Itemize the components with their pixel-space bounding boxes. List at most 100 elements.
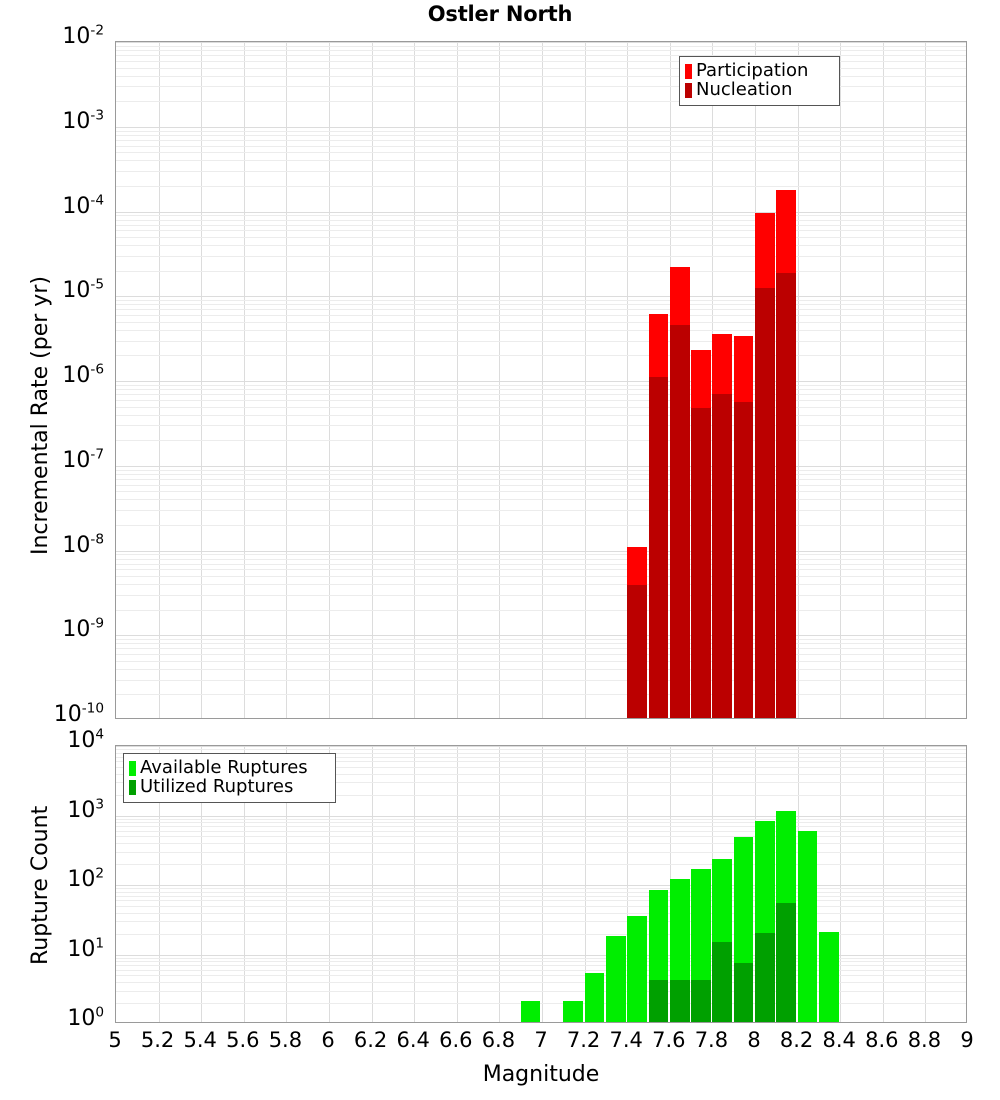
bar-utilized-ruptures (755, 933, 775, 1022)
gridline-horizontal-minor (116, 554, 966, 555)
y-axis-tick: 103 (0, 796, 112, 823)
y-axis-tick-label: 10-6 (62, 361, 104, 388)
gridline-horizontal-minor (116, 975, 966, 976)
gridline-vertical (840, 746, 841, 1022)
gridline-horizontal-minor (116, 991, 966, 992)
gridline-horizontal-minor (116, 643, 966, 644)
gridline-horizontal-minor (116, 474, 966, 475)
gridline-horizontal-major (116, 212, 966, 213)
gridline-horizontal-minor (116, 135, 966, 136)
y-axis-tick: 10-10 (0, 700, 112, 727)
gridline-horizontal-minor (116, 215, 966, 216)
gridline-horizontal-minor (116, 753, 966, 754)
y-axis-tick-label: 103 (67, 796, 104, 823)
gridline-vertical (499, 42, 500, 718)
gridline-horizontal-minor (116, 896, 966, 897)
bar-available-ruptures (627, 915, 647, 1022)
gridline-horizontal-minor (116, 826, 966, 827)
bar-available-ruptures (797, 831, 818, 1022)
gridline-horizontal-minor (116, 385, 966, 386)
gridline-vertical (159, 42, 160, 718)
bar-available-ruptures (563, 1001, 584, 1022)
gridline-vertical (457, 42, 458, 718)
gridline-horizontal-minor (116, 50, 966, 51)
gridline-vertical (329, 746, 330, 1022)
rupture-count-legend: Available Ruptures Utilized Ruptures (123, 753, 336, 803)
gridline-horizontal-minor (116, 256, 966, 257)
y-axis-tick: 100 (0, 1004, 112, 1031)
y-axis-tick-label: 10-10 (53, 700, 104, 727)
gridline-horizontal-minor (116, 661, 966, 662)
gridline-horizontal-minor (116, 304, 966, 305)
gridline-horizontal-minor (116, 864, 966, 865)
y-axis-tick-label: 10-5 (62, 276, 104, 304)
gridline-horizontal-minor (116, 499, 966, 500)
gridline-horizontal-minor (116, 669, 966, 670)
gridline-horizontal-minor (116, 470, 966, 471)
gridline-vertical (542, 746, 543, 1022)
gridline-horizontal-minor (116, 237, 966, 238)
legend-item-participation: Participation (685, 61, 831, 81)
gridline-vertical (542, 42, 543, 718)
y-axis-tick-label: 100 (67, 1004, 104, 1031)
gridline-horizontal-minor (116, 186, 966, 187)
x-axis-tick-label: 7.8 (694, 1028, 729, 1052)
y-axis-tick-label: 10-3 (62, 107, 104, 134)
gridline-vertical (627, 42, 628, 718)
legend-item-utilized-ruptures: Utilized Ruptures (129, 777, 327, 797)
gridline-vertical (883, 42, 884, 718)
x-axis-tick-label: 6.4 (396, 1028, 430, 1052)
gridline-horizontal-major (116, 42, 966, 43)
gridline-horizontal-minor (116, 245, 966, 246)
gridline-horizontal-minor (116, 836, 966, 837)
gridline-horizontal-minor (116, 341, 966, 342)
x-axis-tick-label: 7.4 (609, 1028, 643, 1052)
incremental-rate-legend: Participation Nucleation (679, 56, 840, 106)
gridline-horizontal-minor (116, 61, 966, 62)
y-axis-tick: 10-7 (0, 448, 112, 472)
gridline-horizontal-minor (116, 774, 966, 775)
gridline-horizontal-minor (116, 76, 966, 77)
utilized-ruptures-color-swatch (129, 779, 136, 795)
bar-nucleation (733, 401, 754, 718)
gridline-horizontal-minor (116, 584, 966, 585)
gridline-horizontal-major (116, 466, 966, 467)
bar-nucleation (627, 585, 647, 718)
gridline-horizontal-major (116, 955, 966, 956)
gridline-horizontal-minor (116, 934, 966, 935)
y-axis-tick: 10-6 (0, 361, 112, 388)
page-title: Ostler North (427, 2, 573, 26)
gridline-vertical (201, 746, 202, 1022)
gridline-horizontal-minor (116, 230, 966, 231)
gridline-horizontal-minor (116, 569, 966, 570)
gridline-horizontal-minor (116, 576, 966, 577)
bar-nucleation (691, 408, 711, 718)
y-axis-tick: 104 (0, 728, 112, 752)
gridline-horizontal-minor (116, 101, 966, 102)
gridline-horizontal-minor (116, 220, 966, 221)
gridline-vertical (883, 746, 884, 1022)
x-axis-tick-label: 8.4 (822, 1028, 856, 1052)
gridline-horizontal-minor (116, 970, 966, 971)
y-axis-tick-label: 10-9 (62, 615, 104, 643)
gridline-horizontal-major (116, 746, 966, 747)
gridline-horizontal-minor (116, 225, 966, 226)
gridline-horizontal-major (116, 635, 966, 636)
bar-nucleation (712, 394, 733, 718)
y-axis-tick-label: 101 (67, 935, 104, 962)
legend-label-nucleation: Nucleation (696, 78, 793, 100)
gridline-vertical (798, 42, 799, 718)
y-axis-tick: 10-3 (0, 107, 112, 134)
gridline-horizontal-major (116, 551, 966, 552)
bar-nucleation (776, 272, 797, 718)
gridline-horizontal-minor (116, 795, 966, 796)
gridline-vertical (372, 42, 373, 718)
gridline-horizontal-minor (116, 843, 966, 844)
gridline-horizontal-minor (116, 767, 966, 768)
y-axis-tick: 10-5 (0, 276, 112, 304)
gridline-vertical (159, 746, 160, 1022)
y-axis-tick: 102 (0, 867, 112, 891)
gridline-vertical (585, 746, 586, 1022)
gridline-vertical (329, 42, 330, 718)
gridline-horizontal-minor (116, 160, 966, 161)
